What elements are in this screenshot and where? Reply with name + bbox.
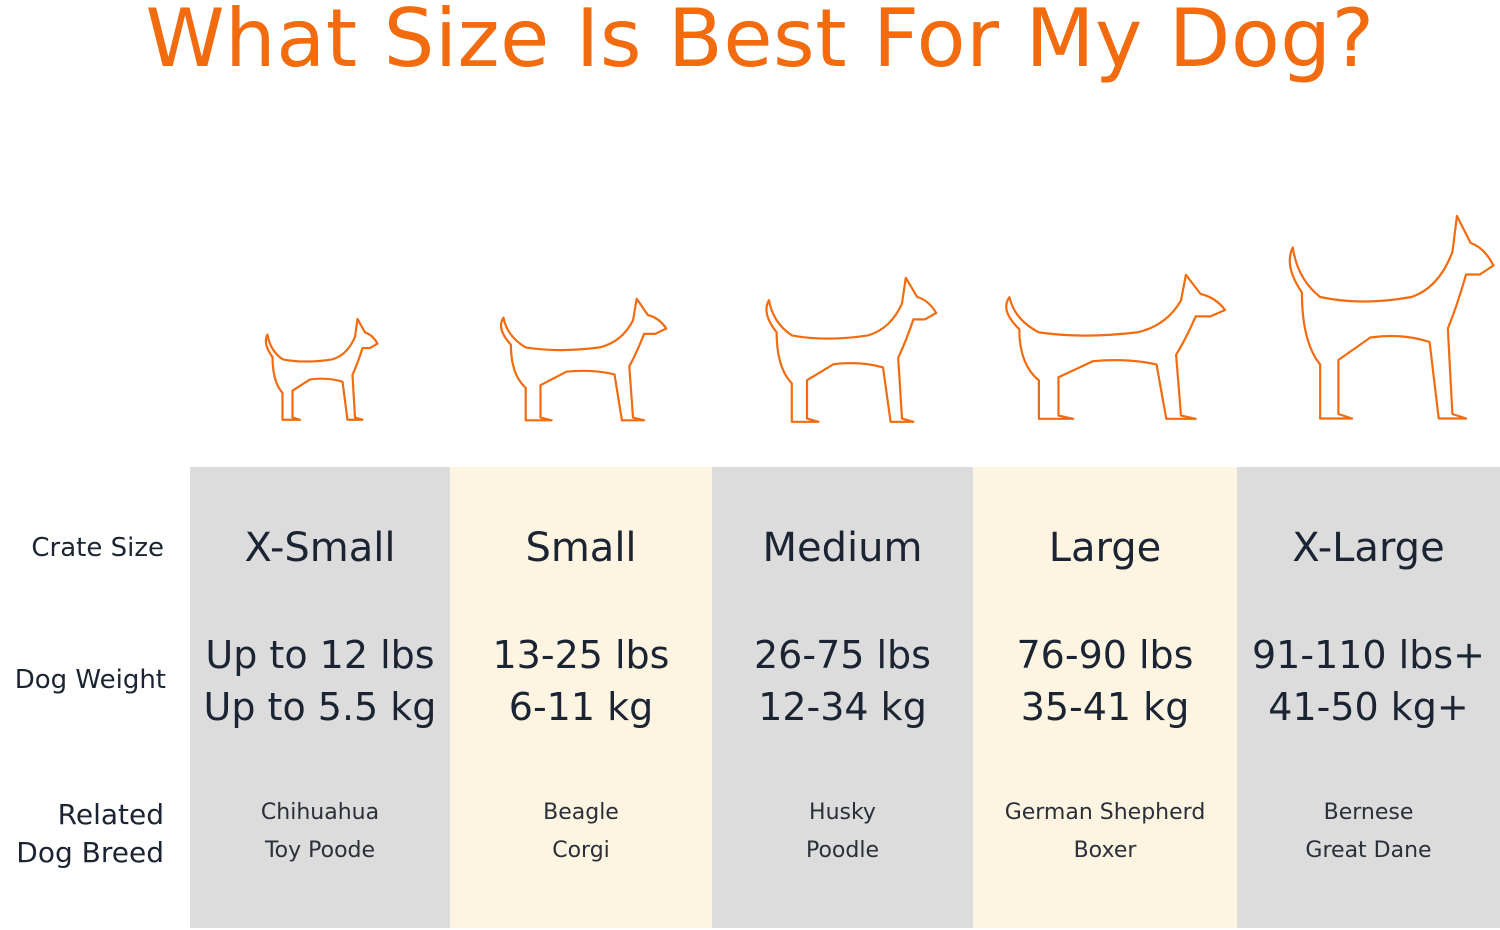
crate-size-value: X-Large (1292, 525, 1445, 571)
row-label-dog-weight: Dog Weight (14, 665, 166, 695)
weight-kg: 12-34 kg (758, 685, 927, 729)
weight-kg: 6-11 kg (508, 685, 654, 729)
crate-size-value: Medium (762, 525, 923, 571)
breed-list: Chihuahua Toy Poode (190, 794, 450, 870)
breed-list: Husky Poodle (712, 794, 973, 870)
weight-kg: Up to 5.5 kg (203, 685, 437, 729)
size-column-x-small: X-Small Up to 12 lbs Up to 5.5 kg Chihuah… (190, 467, 450, 928)
size-column-medium: Medium 26-75 lbs 12-34 kg Husky Poodle (712, 467, 973, 928)
husky-outline-icon (750, 265, 940, 425)
weight-value: 26-75 lbs 12-34 kg (712, 629, 973, 733)
weight-lbs: 76-90 lbs (1016, 633, 1194, 677)
size-column-large: Large 76-90 lbs 35-41 kg German Shepherd B… (973, 467, 1237, 928)
great-dane-outline-icon (1270, 198, 1498, 423)
breed-list: Beagle Corgi (450, 794, 712, 870)
size-column-small: Small 13-25 lbs 6-11 kg Beagle Corgi (450, 467, 712, 928)
breed-item: Corgi (552, 838, 610, 863)
weight-value: 76-90 lbs 35-41 kg (973, 629, 1237, 733)
breed-item: Great Dane (1305, 838, 1432, 863)
row-label-related-breed: Related Dog Breed (16, 796, 164, 872)
dog-outline (501, 299, 666, 421)
size-column-x-large: X-Large 91-110 lbs+ 41-50 kg+ Bernese Grea… (1237, 467, 1500, 928)
dog-outline (1006, 275, 1225, 419)
breed-item: German Shepherd (1004, 800, 1206, 825)
page-title: What Size Is Best For My Dog? (145, 0, 1375, 85)
breed-item: Toy Poode (264, 838, 376, 863)
weight-value: 91-110 lbs+ 41-50 kg+ (1237, 629, 1500, 733)
breed-item: Beagle (543, 800, 619, 825)
dog-outline (1290, 216, 1494, 419)
breed-list: German Shepherd Boxer (973, 794, 1237, 870)
weight-lbs: Up to 12 lbs (205, 633, 435, 677)
beagle-outline-icon (485, 288, 670, 423)
retriever-outline-icon (985, 262, 1230, 422)
crate-size-value: Large (1048, 525, 1162, 571)
weight-lbs: 13-25 lbs (492, 633, 670, 677)
weight-value: Up to 12 lbs Up to 5.5 kg (190, 629, 450, 733)
dog-outline (766, 278, 936, 422)
weight-kg: 35-41 kg (1020, 685, 1190, 729)
crate-size-value: Small (525, 525, 637, 571)
weight-lbs: 26-75 lbs (754, 633, 931, 677)
row-label-breed-line1: Related (57, 798, 164, 831)
weight-value: 13-25 lbs 6-11 kg (450, 629, 712, 733)
row-label-breed-line2: Dog Breed (16, 836, 164, 869)
breed-item: Husky (809, 800, 876, 825)
chihuahua-outline-icon (255, 310, 380, 422)
weight-kg: 41-50 kg+ (1268, 685, 1469, 729)
weight-lbs: 91-110 lbs+ (1252, 633, 1485, 677)
breed-item: Chihuahua (260, 800, 380, 825)
breed-list: Bernese Great Dane (1237, 794, 1500, 870)
crate-size-value: X-Small (244, 525, 396, 571)
dog-outline (266, 319, 378, 420)
breed-item: Bernese (1323, 800, 1414, 825)
breed-item: Boxer (1073, 838, 1137, 863)
breed-item: Poodle (805, 838, 879, 863)
row-label-crate-size: Crate Size (31, 533, 164, 563)
